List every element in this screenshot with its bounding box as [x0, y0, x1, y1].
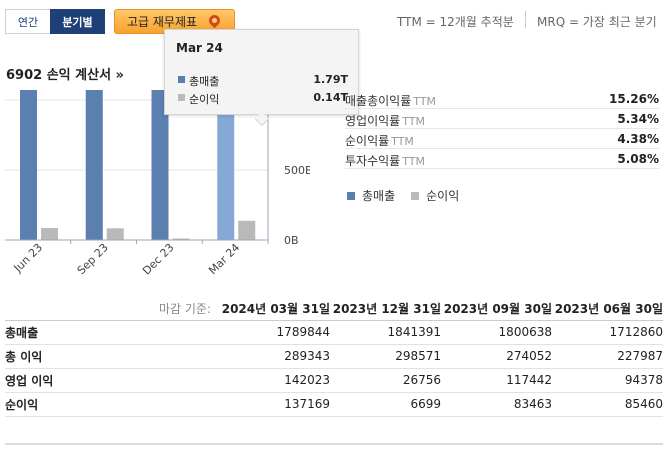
table-row: 총 이익 289343 298571 274052 227987 — [5, 344, 663, 369]
table-cell: 1712860 — [552, 320, 663, 345]
net-income-swatch — [411, 191, 420, 200]
net-income-bar — [238, 220, 256, 240]
legend-label: 순이익 — [426, 189, 460, 203]
mrq-note: MRQ = 가장 최근 분기 — [537, 15, 657, 29]
ratio-row: 영업이익률 TTM 5.34% — [345, 109, 659, 129]
income-statement-table: 마감 기준: 2024년 03월 31일 2023년 12월 31일 2023년… — [5, 298, 663, 417]
row-label: 순이익 — [5, 392, 219, 417]
y-tick-label: 0B — [284, 234, 299, 247]
legend-item-revenue[interactable]: 총매출 — [347, 187, 395, 204]
table-cell: 1800638 — [441, 320, 552, 345]
table-row: 순이익 137169 6699 83463 85460 — [5, 392, 663, 417]
column-header: 2023년 12월 31일 — [330, 298, 441, 321]
basis-label: 마감 기준: — [105, 298, 219, 321]
ttm-note: TTM = 12개월 추적분 — [397, 15, 514, 29]
tooltip-title: Mar 24 — [176, 41, 223, 55]
net-income-swatch — [178, 94, 185, 101]
pin-icon — [206, 12, 223, 29]
x-tick-label: Jun 23 — [11, 241, 45, 275]
ratio-row: 순이익률 TTM 4.38% — [345, 129, 659, 149]
revenue-bar — [217, 90, 235, 240]
table-cell: 298571 — [330, 344, 441, 369]
ratio-row: 매출총이익률 TTM 15.26% — [345, 89, 659, 109]
ratio-row: 투자수익률 TTM 5.08% — [345, 149, 659, 169]
ttm-tag: TTM — [402, 155, 425, 168]
tooltip-value: 0.14T — [313, 91, 348, 104]
table-cell: 137169 — [219, 392, 330, 417]
ttm-tag: TTM — [413, 95, 436, 108]
revenue-swatch — [178, 76, 185, 83]
table-cell: 26756 — [330, 368, 441, 393]
column-header: 2024년 03월 31일 — [219, 298, 330, 321]
net-income-bar — [106, 228, 124, 240]
tooltip-value: 1.79T — [313, 73, 348, 86]
ratio-value: 4.38% — [617, 132, 659, 146]
ratio-name: 순이익률 — [345, 134, 390, 148]
x-tick-label: Mar 24 — [206, 241, 242, 277]
ratio-name: 투자수익률 — [345, 154, 401, 168]
table-cell: 94378 — [552, 368, 663, 393]
chart-legend: 총매출 순이익 — [347, 187, 475, 204]
quarterly-toggle-button[interactable]: 분기별 — [50, 9, 105, 34]
legend-item-net-income[interactable]: 순이익 — [411, 187, 459, 204]
ttm-tag: TTM — [391, 135, 414, 148]
note-divider — [525, 11, 526, 28]
table-header-row: 마감 기준: 2024년 03월 31일 2023년 12월 31일 2023년… — [5, 298, 663, 321]
table-row: 영업 이익 142023 26756 117442 94378 — [5, 368, 663, 393]
bottom-divider — [5, 443, 663, 445]
table-row: 총매출 1789844 1841391 1800638 1712860 — [5, 320, 663, 345]
income-statement-title[interactable]: 6902 손익 계산서 » — [6, 68, 124, 83]
legend-label: 총매출 — [362, 189, 396, 203]
column-header: 2023년 06월 30일 — [552, 298, 663, 321]
period-toggle: 연간 분기별 — [5, 9, 105, 34]
revenue-bar — [151, 90, 169, 240]
column-header: 2023년 09월 30일 — [441, 298, 552, 321]
ratio-value: 5.08% — [617, 152, 659, 166]
tooltip-label: 순이익 — [189, 93, 220, 106]
table-cell: 289343 — [219, 344, 330, 369]
table-cell: 227987 — [552, 344, 663, 369]
table-cell: 83463 — [441, 392, 552, 417]
ttm-tag: TTM — [402, 115, 425, 128]
revenue-bar — [85, 90, 103, 241]
y-tick-label: 500B — [284, 164, 310, 177]
ratio-value: 5.34% — [617, 112, 659, 126]
table-cell: 117442 — [441, 368, 552, 393]
table-corner — [5, 298, 105, 321]
table-cell: 1789844 — [219, 320, 330, 345]
ratios-panel: 매출총이익률 TTM 15.26% 영업이익률 TTM 5.34% 순이익률 TTM … — [345, 89, 659, 169]
chart-tooltip: Mar 24 총매출 1.79T 순이익 0.14T — [164, 29, 359, 127]
revenue-swatch — [347, 191, 355, 200]
table-cell: 1841391 — [330, 320, 441, 345]
row-label: 총매출 — [5, 320, 219, 345]
ratio-name: 영업이익률 — [345, 114, 401, 128]
x-tick-label: Dec 23 — [140, 241, 177, 278]
table-cell: 142023 — [219, 368, 330, 393]
annual-toggle-button[interactable]: 연간 — [5, 9, 50, 34]
x-tick-label: Sep 23 — [75, 241, 111, 277]
tooltip-label: 총매출 — [189, 75, 220, 88]
table-cell: 85460 — [552, 392, 663, 417]
ratio-name: 매출총이익률 — [345, 94, 412, 108]
table-cell: 274052 — [441, 344, 552, 369]
ratio-value: 15.26% — [609, 92, 659, 106]
row-label: 총 이익 — [5, 344, 219, 369]
net-income-bar — [41, 228, 58, 240]
row-label: 영업 이익 — [5, 368, 219, 393]
revenue-bar — [20, 90, 37, 240]
premium-financials-label: 고급 재무제표 — [127, 15, 198, 29]
net-income-bar — [172, 238, 190, 240]
table-cell: 6699 — [330, 392, 441, 417]
